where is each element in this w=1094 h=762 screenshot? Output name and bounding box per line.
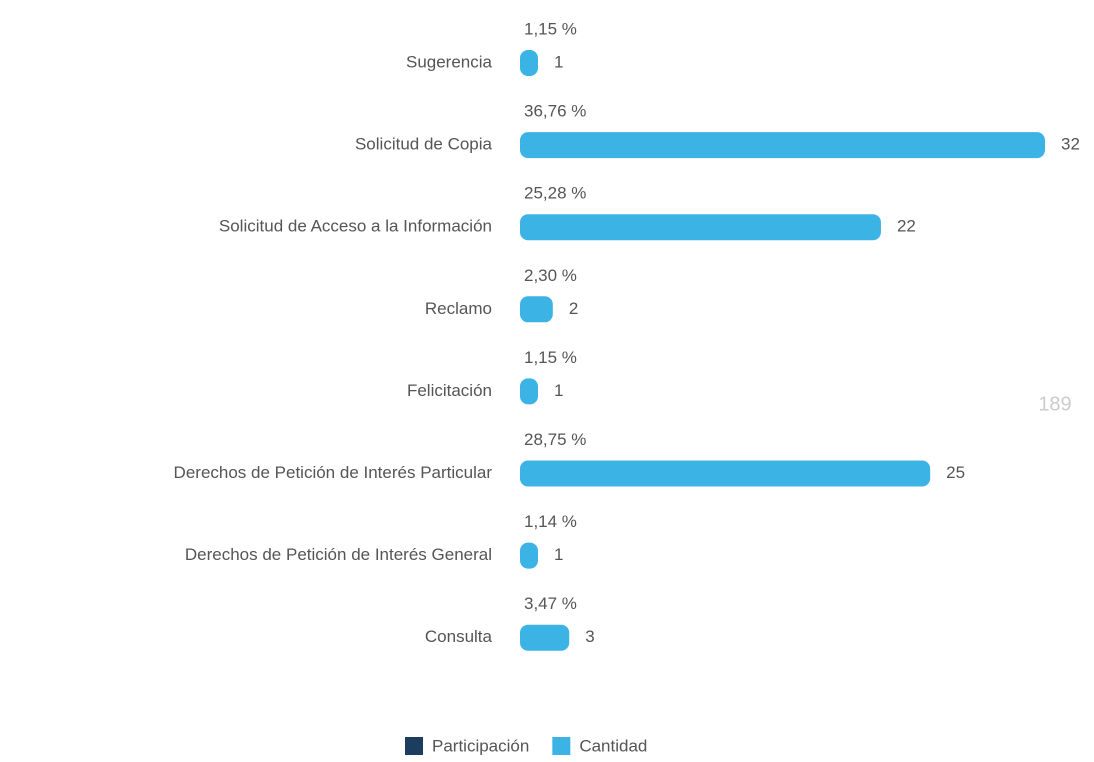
category-label: Derechos de Petición de Interés General [185, 545, 492, 564]
category-label: Consulta [425, 627, 493, 646]
percent-label: 2,30 % [524, 266, 577, 285]
category-label: Solicitud de Copia [355, 135, 493, 154]
category-label: Derechos de Petición de Interés Particul… [174, 463, 493, 482]
category-label: Felicitación [407, 381, 492, 400]
legend-swatch [405, 737, 423, 755]
legend-label: Participación [432, 736, 529, 755]
value-label: 32 [1061, 135, 1080, 154]
category-label: Solicitud de Acceso a la Información [219, 217, 492, 236]
percent-label: 3,47 % [524, 594, 577, 613]
value-label: 1 [554, 52, 563, 71]
bar [520, 214, 881, 241]
category-label: Reclamo [425, 299, 492, 318]
value-label: 22 [897, 217, 916, 236]
percent-label: 1,15 % [524, 348, 577, 367]
bar [520, 50, 538, 76]
bar [520, 624, 570, 651]
percent-label: 1,15 % [524, 19, 577, 38]
value-label: 1 [554, 381, 563, 400]
bar [520, 542, 538, 569]
value-label: 1 [554, 545, 563, 564]
percent-label: 1,14 % [524, 512, 577, 531]
value-label: 2 [569, 299, 578, 318]
annotation: 189 [1038, 393, 1071, 415]
value-label: 25 [946, 463, 965, 482]
percent-label: 28,75 % [524, 430, 586, 449]
category-label: Sugerencia [406, 52, 493, 71]
bar [520, 132, 1045, 159]
bar [520, 296, 553, 323]
percent-label: 25,28 % [524, 184, 586, 203]
bar [520, 460, 931, 487]
bar [520, 378, 538, 405]
value-label: 3 [585, 627, 594, 646]
legend-swatch [552, 737, 571, 755]
legend-label: Cantidad [579, 736, 647, 755]
percent-label: 36,76 % [524, 102, 586, 121]
